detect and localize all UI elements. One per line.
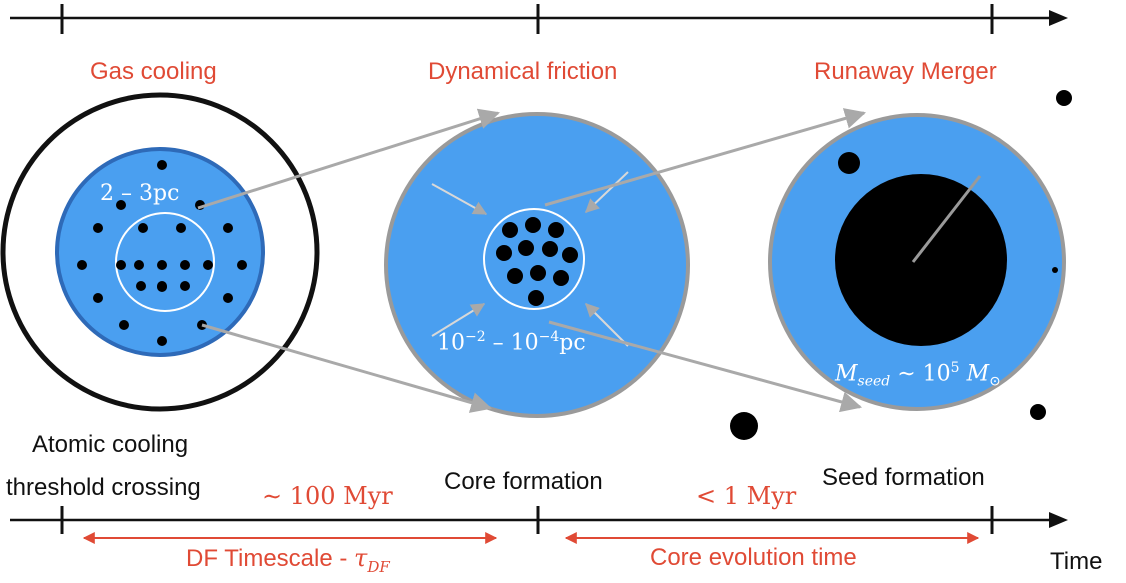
stage-label-runaway-merger: Runaway Merger — [814, 58, 997, 85]
timescale-1-myr: < 1 Myr — [696, 482, 797, 510]
merger-particle-5 — [1030, 404, 1046, 420]
halo-particle-1 — [157, 160, 167, 170]
seed-mass-label: Mseed ∼ 105 M⊙ — [835, 360, 1001, 390]
core-particle-9 — [530, 265, 546, 281]
halo-particle-9 — [116, 260, 126, 270]
halo-particle-5 — [138, 223, 148, 233]
timescale-100-myr: ∼ 100 Myr — [262, 482, 393, 510]
core-particle-1 — [502, 222, 518, 238]
merger-particle-1 — [1056, 90, 1072, 106]
inflow-arrow-sw — [431, 303, 486, 337]
halo-particle-7 — [223, 223, 233, 233]
core-particle-10 — [553, 270, 569, 286]
core-particle-7 — [562, 247, 578, 263]
core-particle-8 — [507, 268, 523, 284]
merger-particle-4 — [730, 412, 758, 440]
df-timescale-label: DF Timescale - τDF — [186, 544, 390, 576]
halo-particle-17 — [180, 281, 190, 291]
halo-gas-disk — [55, 147, 265, 357]
halo-particles — [77, 160, 247, 346]
halo-particle-2 — [116, 200, 126, 210]
halo-particle-18 — [93, 293, 103, 303]
inflow-arrow-nw — [431, 183, 488, 215]
caption-atomic-cooling: Atomic cooling — [32, 431, 189, 458]
bottom-timeline-arrowhead — [1049, 512, 1068, 528]
merger-particle-3 — [1052, 267, 1058, 273]
merger-particle-2 — [838, 152, 860, 174]
core-evolution-label: Core evolution time — [650, 544, 857, 571]
halo-inner-ring — [115, 212, 215, 312]
halo-particle-4 — [93, 223, 103, 233]
seed-black-hole — [835, 174, 1007, 346]
core-particle-6 — [542, 241, 558, 257]
connector-core-top — [544, 108, 867, 207]
halo-particle-23 — [157, 336, 167, 346]
connector-halo-bottom — [201, 323, 493, 413]
halo-particle-21 — [119, 320, 129, 330]
core-particle-4 — [496, 245, 512, 261]
halo-particle-11 — [157, 260, 167, 270]
connector-core-bottom — [548, 320, 863, 413]
core-particle-3 — [548, 222, 564, 238]
core-disk — [384, 112, 690, 418]
halo-particle-12 — [180, 260, 190, 270]
core-radius-label: 10−2 – 10−4pc — [437, 329, 586, 356]
halo-outer-ring — [0, 92, 320, 412]
core-particles — [496, 217, 578, 306]
core-particle-11 — [528, 290, 544, 306]
core-ring — [483, 208, 585, 310]
halo-particle-20 — [157, 282, 167, 292]
seed-radius-line — [911, 175, 982, 263]
core-particle-5 — [518, 240, 534, 256]
stage-label-gas-cooling: Gas cooling — [90, 58, 217, 85]
caption-seed-formation: Seed formation — [822, 464, 985, 491]
inflow-arrow-ne — [584, 171, 629, 213]
caption-threshold-crossing: threshold crossing — [6, 474, 201, 501]
loose-particles — [730, 90, 1072, 440]
outer-radius-label: 2 – 3pc — [100, 181, 180, 206]
stage-label-dynamical-friction: Dynamical friction — [428, 58, 618, 85]
caption-core-formation: Core formation — [444, 468, 603, 495]
time-axis-label: Time — [1050, 548, 1103, 575]
halo-particle-13 — [203, 260, 213, 270]
inflow-arrow-se — [585, 303, 629, 347]
halo-particle-10 — [134, 260, 144, 270]
halo-particle-19 — [223, 293, 233, 303]
halo-particle-8 — [77, 260, 87, 270]
top-timeline-arrowhead — [1049, 10, 1068, 26]
connector-halo-top — [197, 108, 501, 210]
core-particle-2 — [525, 217, 541, 233]
halo-particle-14 — [237, 260, 247, 270]
halo-particle-6 — [176, 223, 186, 233]
halo-particle-15 — [136, 281, 146, 291]
